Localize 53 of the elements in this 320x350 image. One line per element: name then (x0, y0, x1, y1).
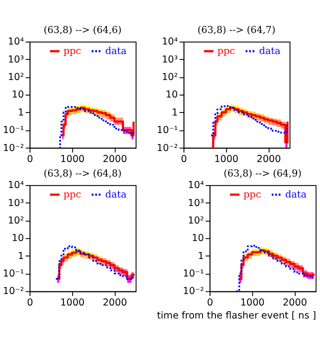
chart-title: (63,8) --> (64,6) (44, 24, 122, 36)
y-tick-label: 10² (188, 216, 204, 227)
y-tick-label: 10³ (8, 54, 24, 66)
y-tick-label: 10⁻² (182, 286, 204, 298)
legend-label: data (285, 189, 307, 200)
y-tick-label: 10 (166, 90, 178, 101)
y-tick-label: 10³ (8, 198, 24, 209)
x-tick-label: 2000 (102, 154, 128, 166)
legend-label: ppc (63, 46, 82, 57)
y-tick-label: 10⁴ (162, 36, 178, 48)
x-tick-label: 0 (26, 154, 34, 166)
y-tick-label: 10² (8, 216, 24, 227)
x-tick-label: 2000 (102, 298, 128, 309)
x-tick-label: 1000 (240, 298, 265, 309)
y-tick-label: 10⁴ (8, 180, 24, 192)
x-tick-label: 1000 (60, 154, 85, 166)
x-tick-label: 0 (180, 154, 187, 166)
y-tick-label: 1 (18, 250, 24, 262)
chart-title: (63,8) --> (64,9) (224, 168, 302, 180)
y-tick-label: 10⁴ (8, 36, 24, 48)
y-tick-label: 10⁻¹ (2, 125, 24, 136)
y-tick-label: 10⁻² (156, 142, 178, 154)
text: ppc (217, 46, 235, 57)
x-tick-label: 0 (26, 298, 34, 309)
y-tick-label: 1 (172, 107, 178, 118)
y-tick-label: 10 (12, 233, 24, 244)
y-tick-label: 10⁻² (2, 286, 24, 298)
y-tick-label: 1 (198, 250, 204, 262)
y-tick-label: 10⁻¹ (156, 125, 178, 136)
y-tick-label: 10⁻¹ (182, 268, 204, 280)
y-tick-label: 10 (192, 233, 204, 244)
y-tick-label: 10² (162, 72, 178, 84)
x-tick-label: 1000 (60, 298, 85, 309)
x-tick-label: 2000 (256, 154, 281, 166)
legend-label: ppc (243, 189, 262, 200)
y-tick-label: 10³ (188, 198, 204, 209)
chart-title: (63,8) --> (64,7) (198, 24, 276, 36)
y-tick-label: 10⁻² (2, 142, 24, 154)
y-tick-label: 10² (8, 72, 24, 84)
y-tick-label: 10 (12, 90, 24, 101)
y-tick-label: 10⁴ (188, 180, 204, 192)
x-tick-label: 1000 (214, 154, 238, 166)
x-tick-label: 0 (206, 298, 214, 309)
y-tick-label: 1 (18, 107, 24, 118)
chart-title: (63,8) --> (64,8) (44, 168, 122, 180)
legend-label: data (259, 46, 281, 57)
y-tick-label: 10³ (162, 54, 178, 66)
legend-label: ppc (63, 189, 82, 200)
x-tick-label: 2000 (282, 298, 308, 309)
y-tick-label: 10⁻¹ (2, 268, 24, 280)
legend-label: data (105, 46, 127, 57)
x-axis-title: time from the flasher event [ ns ] (157, 310, 316, 322)
legend-label: data (105, 189, 127, 200)
